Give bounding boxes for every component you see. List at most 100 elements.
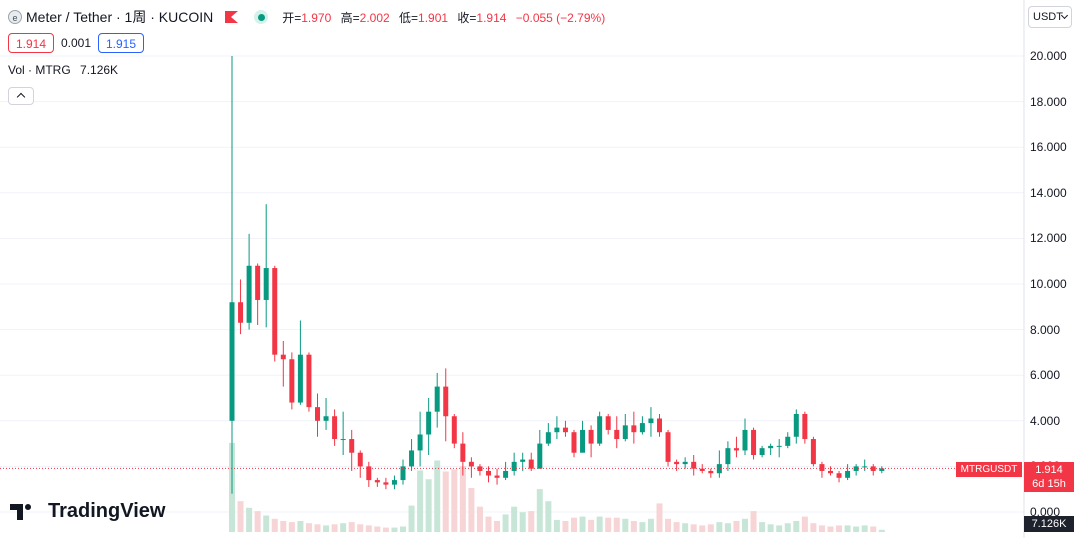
volume-bar (305, 523, 312, 532)
volume-bar (571, 517, 577, 532)
volume-bar (784, 523, 791, 532)
market-status-icon[interactable] (254, 10, 269, 24)
candle-body (417, 434, 423, 451)
candle-body (562, 427, 568, 433)
candle-body (793, 413, 799, 437)
candle-body (229, 302, 235, 421)
volume-label: Vol · MTRG (8, 63, 71, 77)
currency-label: USDT (1033, 11, 1063, 23)
candle-body (879, 468, 885, 471)
candle-body (862, 466, 868, 468)
tradingview-logo-icon (10, 502, 42, 522)
volume-bar (707, 524, 714, 532)
volume-bar (750, 511, 757, 532)
candle-body (605, 416, 611, 430)
candle-body (451, 416, 457, 444)
volume-bar (340, 523, 347, 532)
candle-body (545, 432, 551, 444)
symbol-legend: e Meter / Tether · 1周 · KUCOIN 开=1.970 高… (8, 6, 611, 28)
volume-bar (861, 525, 868, 532)
candle-body (486, 470, 491, 476)
volume-bar (673, 522, 680, 532)
price-tick-label: 18.000 (1030, 94, 1067, 109)
volume-bar (553, 519, 560, 532)
collapse-legend-button[interactable] (8, 87, 34, 105)
symbol-price-tag: MTRGUSDT (956, 462, 1022, 477)
volume-bar (331, 524, 338, 532)
volume-bar (288, 522, 295, 532)
volume-bar (682, 523, 689, 532)
volume-bar (519, 512, 526, 532)
price-tick-label: 14.000 (1030, 185, 1067, 200)
candle-body (657, 418, 662, 433)
bar-countdown: 6d 15h (1032, 478, 1066, 490)
candle-body (674, 461, 680, 465)
volume-bar (451, 469, 458, 532)
flag-icon[interactable] (225, 11, 239, 23)
volume-bars (229, 442, 885, 532)
ohlc-values: 开=1.970 高=2.002 低=1.901 收=1.914 −0.055 (… (282, 10, 606, 25)
candle-body (537, 443, 543, 469)
candle-body (263, 268, 269, 300)
candle-body (494, 475, 500, 478)
volume-bar (511, 506, 518, 532)
volume-bar (776, 525, 783, 532)
candle-body (255, 265, 261, 300)
volume-bar (622, 518, 629, 532)
candle-body (691, 461, 697, 469)
volume-bar (434, 460, 441, 532)
candle-body (571, 432, 577, 453)
candle-body (776, 445, 782, 447)
volume-bar (494, 521, 501, 532)
volume-bar (476, 506, 483, 532)
volume-value: 7.126K (80, 63, 119, 77)
candle-body (725, 448, 731, 465)
candle-body (332, 416, 338, 440)
currency-selector[interactable]: USDT (1028, 6, 1072, 28)
spread-value: 0.001 (60, 36, 92, 50)
tradingview-logo[interactable]: TradingView (10, 500, 165, 523)
candle-body (289, 359, 295, 403)
symbol-title[interactable]: Meter / Tether · 1周 · KUCOIN (26, 9, 214, 25)
open-value: 1.970 (301, 10, 332, 25)
candle-body (665, 432, 671, 462)
volume-bar (733, 521, 740, 532)
candle-body (528, 459, 534, 469)
candle-body (802, 413, 808, 440)
last-price-value: 1.914 (1035, 464, 1063, 476)
volume-bar (442, 471, 449, 532)
volume-bar (468, 488, 475, 532)
candle-body (323, 416, 329, 421)
volume-bar (391, 527, 398, 532)
candle-body (511, 461, 517, 471)
candle-body (631, 425, 637, 433)
volume-bar (767, 524, 774, 532)
candle-body (391, 480, 397, 485)
candle-body (708, 470, 714, 474)
candle-body (639, 423, 645, 433)
candle-body (853, 466, 859, 471)
candle-body (622, 425, 628, 440)
buy-price-button[interactable]: 1.915 (98, 33, 144, 53)
low-value: 1.901 (418, 10, 449, 25)
volume-bar (382, 527, 389, 532)
volume-bar (647, 518, 654, 532)
candle-body (810, 439, 816, 465)
candle-body (426, 411, 432, 435)
volume-bar (263, 515, 270, 532)
candle-body (614, 429, 620, 440)
sell-price-button[interactable]: 1.914 (8, 33, 54, 53)
candle-body (554, 427, 560, 433)
candle-body (828, 470, 833, 474)
price-tick-label: 12.000 (1030, 231, 1067, 246)
candle-body (357, 452, 363, 467)
volume-bar (562, 521, 569, 532)
volume-bar (459, 466, 466, 532)
volume-bar (605, 517, 612, 532)
candles[interactable] (229, 56, 885, 494)
volume-bar (536, 489, 543, 532)
volume-bar (656, 503, 663, 532)
candle-body (349, 439, 355, 453)
volume-bar (853, 526, 860, 532)
